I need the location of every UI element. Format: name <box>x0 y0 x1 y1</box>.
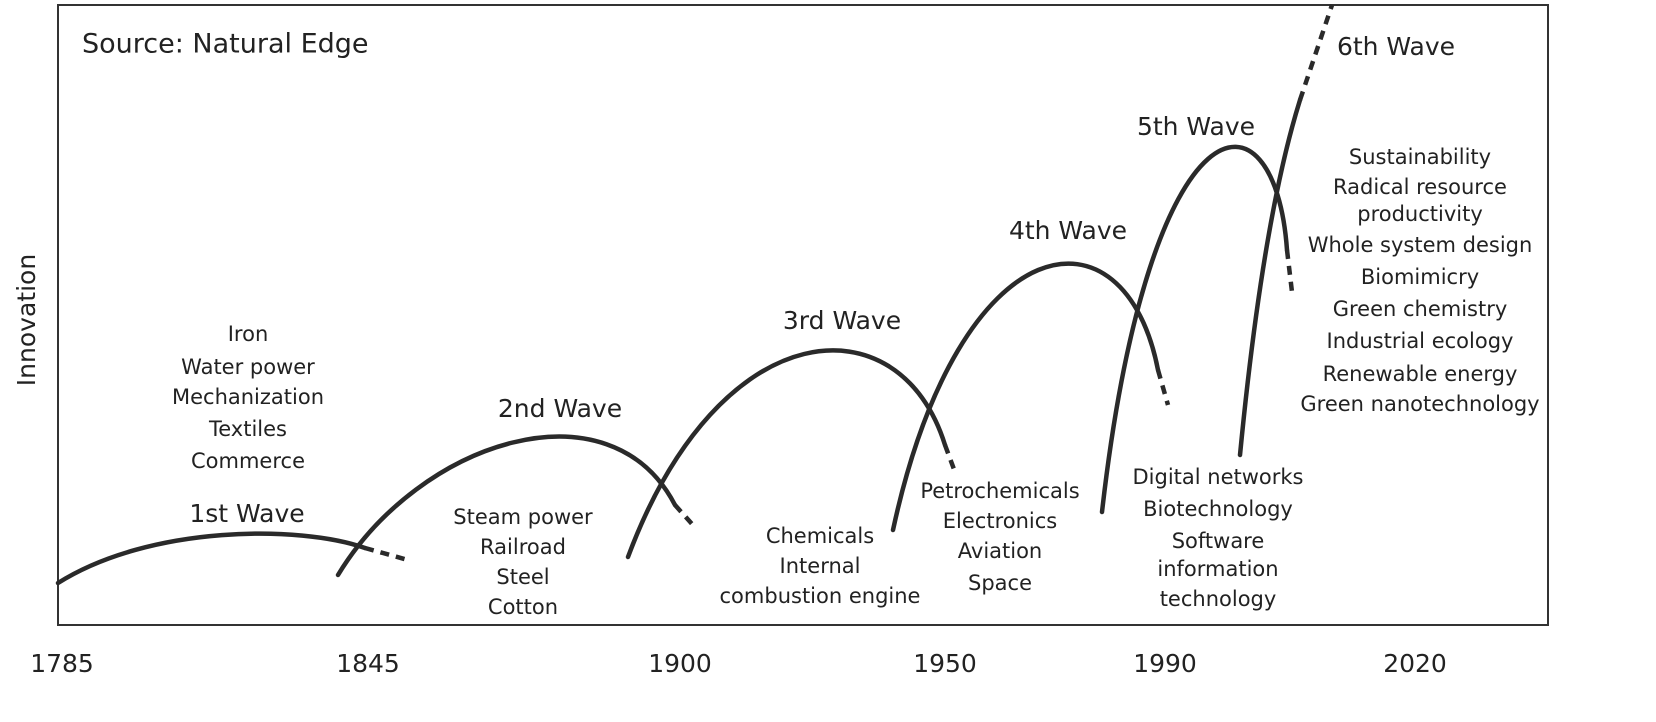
wave-label: 1st Wave <box>189 499 304 528</box>
wave-item: Renewable energy <box>1323 362 1518 386</box>
curves <box>55 4 1335 586</box>
frame <box>57 4 1549 626</box>
wave-item: Cotton <box>488 595 558 619</box>
wave-curve <box>55 531 368 586</box>
wave-item: Steam power <box>453 505 593 529</box>
source: Source: Natural Edge <box>82 29 369 60</box>
wave-item: Biomimicry <box>1361 265 1479 289</box>
wave-item: Iron <box>228 322 269 346</box>
wave-item: Sustainability <box>1349 145 1491 169</box>
wave-item: Space <box>968 571 1032 595</box>
wave-item: Digital networks <box>1132 465 1303 489</box>
x-axis-label: 1785 <box>30 649 94 678</box>
wave-tail <box>1297 4 1335 101</box>
wave-item: Internal <box>780 554 861 578</box>
x-axis-label: 1845 <box>336 649 400 678</box>
x-axis-label: 1990 <box>1133 649 1197 678</box>
x-axis-label: 1950 <box>913 649 977 678</box>
wave-item: Biotechnology <box>1143 497 1293 521</box>
wave-tail <box>1284 249 1295 293</box>
wave-item: Steel <box>496 565 549 589</box>
wave-item: Green nanotechnology <box>1300 392 1539 416</box>
wave-item: information <box>1157 557 1278 581</box>
wave-item: Mechanization <box>172 385 324 409</box>
wave-curve <box>625 348 948 560</box>
x-axis-label: 1900 <box>648 649 712 678</box>
wave-label: 2nd Wave <box>498 394 622 423</box>
wave-item: Chemicals <box>766 524 874 548</box>
wave-label: 3rd Wave <box>783 306 901 335</box>
wave-tail <box>942 444 958 473</box>
wave-item: Commerce <box>191 449 305 473</box>
x-axis-label: 2020 <box>1383 649 1447 678</box>
wave-item: Electronics <box>943 509 1057 533</box>
wave-item: Green chemistry <box>1333 297 1508 321</box>
wave-item: combustion engine <box>720 584 921 608</box>
y-axis-label: Innovation <box>12 254 41 386</box>
wave-item: Textiles <box>208 417 287 441</box>
wave-tail <box>1155 369 1171 406</box>
wave-item: Radical resource <box>1333 175 1507 199</box>
wave-item: Whole system design <box>1308 233 1533 257</box>
labels: 1785 1845 1900 1950 1990 2020 1st Wave Iron Wate… <box>30 32 1539 678</box>
wave-item: productivity <box>1357 202 1483 226</box>
wave-label: 5th Wave <box>1137 112 1255 141</box>
wave-item: Software <box>1172 529 1265 553</box>
wave-item: Aviation <box>958 539 1043 563</box>
wave-tail <box>364 545 409 563</box>
wave-item: Petrochemicals <box>920 479 1079 503</box>
wave-curve <box>1237 97 1303 458</box>
wave-curve <box>335 434 678 578</box>
wave-item: technology <box>1160 587 1277 611</box>
wave-label: 4th Wave <box>1009 216 1127 245</box>
wave-item: Railroad <box>480 535 566 559</box>
wave-item: Industrial ecology <box>1327 329 1514 353</box>
wave-tail <box>673 503 694 526</box>
wave-label: 6th Wave <box>1337 32 1455 61</box>
wave-item: Water power <box>181 355 315 379</box>
wave-curve <box>1099 144 1290 515</box>
